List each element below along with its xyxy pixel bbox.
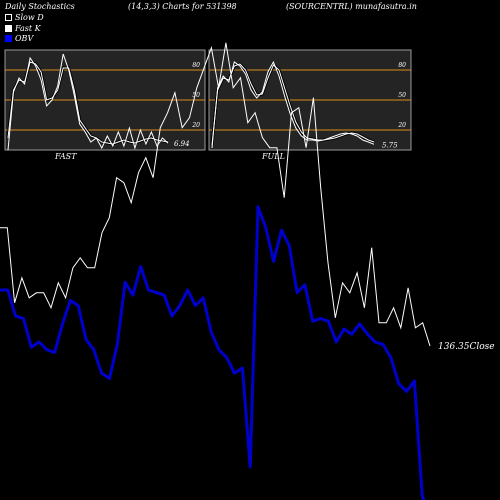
full-ytick-80: 80 bbox=[398, 62, 406, 69]
fast-slow-d-line bbox=[7, 61, 169, 145]
legend-obv-label: OBV bbox=[15, 34, 34, 43]
full-last-value-label: 5.75 bbox=[382, 141, 398, 149]
legend-obv: OBV bbox=[5, 34, 33, 43]
fast-ytick-20: 20 bbox=[191, 122, 200, 129]
header-params: (14,3,3) Charts for 531398 bbox=[128, 2, 237, 11]
fast-ytick-50: 50 bbox=[192, 92, 200, 99]
fast-fast-k-line bbox=[7, 53, 169, 151]
full-fast-k-line bbox=[211, 60, 375, 149]
full-panel-label: FULL bbox=[262, 152, 285, 161]
legend-fast-k: Fast K bbox=[5, 24, 41, 33]
full-ytick-20: 20 bbox=[397, 122, 406, 129]
fast-ytick-80: 80 bbox=[192, 62, 200, 69]
obv-line bbox=[0, 205, 426, 500]
full-slow-d-line bbox=[211, 63, 375, 146]
legend-slow-d: Slow D bbox=[5, 13, 44, 22]
last-close-label: 136.35Close bbox=[438, 342, 495, 352]
full-ytick-50: 50 bbox=[398, 92, 406, 99]
legend-slow-d-swatch bbox=[5, 14, 12, 21]
legend-obv-swatch bbox=[5, 35, 12, 42]
fast-panel-label: FAST bbox=[55, 152, 77, 161]
price-close-line bbox=[0, 42, 431, 347]
header-symbol: (SOURCENTRL) munafasutra.in bbox=[286, 2, 417, 11]
legend-fast-k-swatch bbox=[5, 25, 12, 32]
header-left: Daily Stochastics bbox=[5, 2, 75, 11]
legend-fast-k-label: Fast K bbox=[15, 24, 41, 33]
legend-slow-d-label: Slow D bbox=[15, 13, 44, 22]
fast-last-value-label: 6.94 bbox=[174, 140, 190, 148]
